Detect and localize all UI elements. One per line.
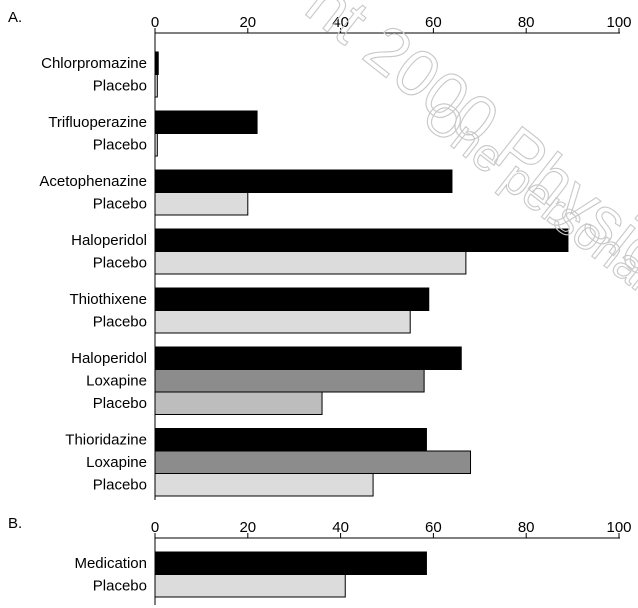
bar-label-2-0-1: Placebo	[93, 578, 147, 595]
x-tick-label-1-5: 100	[606, 14, 631, 31]
bar-label-2-0-0: Medication	[74, 555, 147, 572]
x-tick-label-1-3: 60	[425, 14, 442, 31]
bar-1-5-1	[154, 369, 425, 393]
x-tick-label-1-1: 20	[239, 14, 256, 31]
bar-label-1-6-1: Loxapine	[86, 454, 147, 471]
bar-label-1-1-0: Trifluoperazine	[48, 114, 147, 131]
x-tick-label-1-0: 0	[151, 14, 159, 31]
x-tick-label-2-3: 60	[425, 519, 442, 536]
bar-1-5-2	[154, 391, 323, 415]
panel-title-1: A.	[8, 9, 22, 26]
x-tick-label-2-0: 0	[151, 519, 159, 536]
bar-1-4-0	[154, 287, 430, 311]
bar-label-1-2-1: Placebo	[93, 196, 147, 213]
bar-label-1-4-0: Thiothixene	[69, 291, 147, 308]
bar-1-1-0	[154, 110, 258, 134]
bar-label-1-3-0: Haloperidol	[71, 232, 147, 249]
bar-label-1-5-2: Placebo	[93, 395, 147, 412]
bar-label-1-6-0: Thioridazine	[65, 432, 147, 449]
bar-1-3-0	[154, 228, 569, 252]
bar-label-1-5-0: Haloperidol	[71, 350, 147, 367]
x-tick-label-1-4: 80	[518, 14, 535, 31]
bar-2-0-0	[154, 551, 427, 575]
bar-label-1-6-2: Placebo	[93, 477, 147, 494]
bar-label-1-0-1: Placebo	[93, 78, 147, 95]
bar-1-5-0	[154, 346, 462, 370]
bar-1-2-1	[154, 192, 249, 216]
bar-label-1-3-1: Placebo	[93, 255, 147, 272]
bar-1-4-1	[154, 310, 411, 334]
bar-label-1-1-1: Placebo	[93, 137, 147, 154]
bar-1-3-1	[154, 251, 467, 275]
panel-title-2: B.	[8, 515, 22, 532]
bar-1-6-1	[154, 450, 472, 474]
bar-1-6-0	[154, 428, 427, 452]
x-tick-label-2-5: 100	[606, 519, 631, 536]
bar-label-1-4-1: Placebo	[93, 314, 147, 331]
bar-label-1-2-0: Acetophenazine	[39, 173, 147, 190]
bar-1-2-0	[154, 169, 453, 193]
bar-label-1-0-0: Chlorpromazine	[41, 55, 147, 72]
bar-1-6-2	[154, 473, 374, 497]
bar-label-1-5-1: Loxapine	[86, 373, 147, 390]
bar-2-0-1	[154, 574, 346, 598]
x-tick-label-1-2: 40	[332, 14, 349, 31]
x-tick-label-2-1: 20	[239, 519, 256, 536]
x-tick-label-2-2: 40	[332, 519, 349, 536]
x-tick-label-2-4: 80	[518, 519, 535, 536]
